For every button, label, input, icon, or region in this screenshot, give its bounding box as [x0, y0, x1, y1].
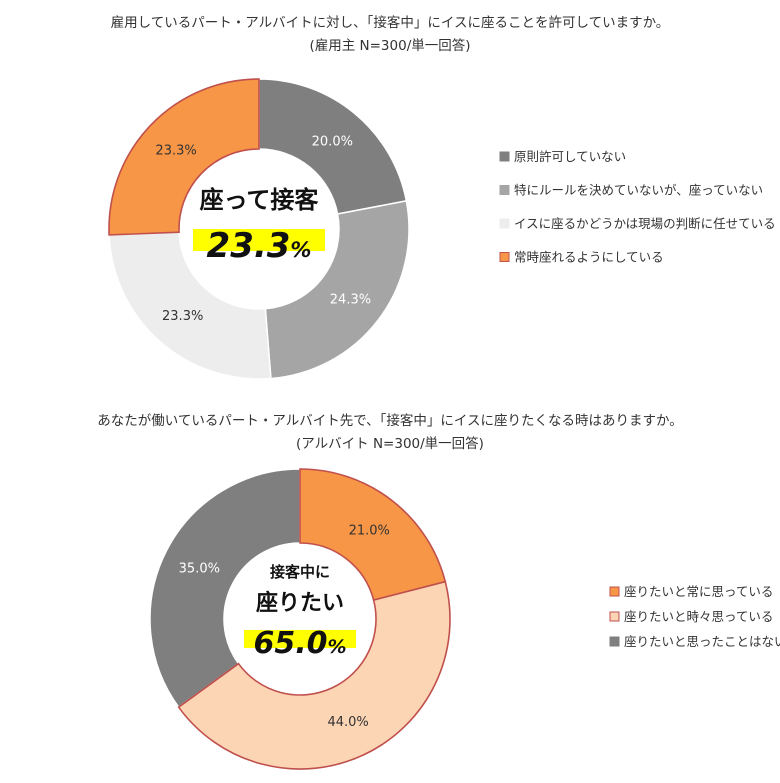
chart2-slice-1	[177, 580, 451, 770]
chart2-center-value-unit: %	[327, 636, 346, 658]
donut-chart-part-timers: あなたが働いているパート・アルバイト先で、「接客中」にイスに座りたくなる時はあり…	[97, 412, 780, 770]
chart2-center-highlight	[244, 630, 356, 648]
chart1-legend: 原則許可していない特にルールを決めていないが、座っていないイスに座るかどうかは現…	[499, 149, 776, 265]
chart1-legend-swatch-0	[499, 151, 510, 162]
chart1-title: 雇用しているパート・アルバイトに対し、「接客中」にイスに座ることを許可しています…	[111, 14, 670, 31]
chart2-slice-label-2: 35.0%	[179, 562, 220, 577]
chart1-legend-swatch-2	[499, 218, 510, 229]
chart1-slice-label-0: 20.0%	[312, 134, 353, 149]
chart1-slice-label-2: 23.3%	[162, 309, 203, 324]
chart1-center-heading-0: 座って接客	[200, 186, 320, 214]
chart2-slices	[149, 468, 451, 770]
chart2-legend-label-1: 座りたいと時々思っている	[624, 609, 773, 624]
chart2-title: あなたが働いているパート・アルバイト先で、「接客中」にイスに座りたくなる時はあり…	[97, 412, 683, 429]
chart2-legend-swatch-0	[609, 586, 620, 597]
chart1-legend-swatch-1	[499, 185, 510, 195]
chart1-center-highlight	[193, 229, 325, 251]
chart1-slice-0	[258, 78, 408, 215]
chart2-subtitle: (アルバイト N=300/単一回答)	[296, 435, 484, 452]
chart1-center-callout: 座って接客 23.3%	[193, 186, 325, 266]
chart2-center-heading-1: 座りたい	[256, 590, 344, 616]
donut-chart-employers: 雇用しているパート・アルバイトに対し、「接客中」にイスに座ることを許可しています…	[108, 14, 776, 380]
chart1-legend-label-1: 特にルールを決めていないが、座っていない	[514, 183, 763, 198]
chart1-center-value-unit: %	[290, 238, 311, 262]
chart2-legend-swatch-2	[609, 636, 620, 647]
chart2-slice-2	[149, 468, 301, 709]
chart1-slice-2	[108, 231, 272, 380]
chart2-center-value: 65.0%	[253, 626, 346, 661]
chart1-subtitle: (雇用主 N=300/単一回答)	[309, 37, 470, 54]
chart2-slice-0	[299, 468, 447, 602]
chart1-slice-labels: 20.0%24.3%23.3%23.3%	[155, 134, 371, 324]
chart1-slice-label-1: 24.3%	[330, 293, 371, 308]
chart1-legend-label-2: イスに座るかどうかは現場の判断に任せている	[514, 216, 776, 231]
chart2-legend-label-0: 座りたいと常に思っている	[624, 584, 773, 599]
chart1-slices	[108, 78, 410, 380]
chart2-center-value-number: 65.0	[253, 626, 327, 661]
chart2-slice-labels: 21.0% 44.0% 35.0%	[179, 524, 390, 731]
chart1-slice-3	[108, 78, 260, 236]
chart1-center-value: 23.3%	[207, 226, 312, 266]
chart2-slice-label-1: 44.0%	[327, 715, 368, 730]
chart1-slice-label-3: 23.3%	[155, 143, 196, 158]
chart2-slice-label-0: 21.0%	[349, 524, 390, 539]
chart2-legend-label-2: 座りたいと思ったことはない	[624, 634, 780, 649]
chart1-legend-label-0: 原則許可していない	[514, 149, 626, 164]
chart1-center-value-number: 23.3	[207, 226, 291, 266]
chart2-center-heading-0: 接客中に	[270, 563, 330, 581]
chart1-slice-1	[264, 200, 410, 380]
chart2-legend-swatch-1	[609, 611, 620, 622]
chart1-legend-swatch-3	[499, 252, 510, 262]
chart1-legend-label-3: 常時座れるようにしている	[514, 250, 664, 265]
